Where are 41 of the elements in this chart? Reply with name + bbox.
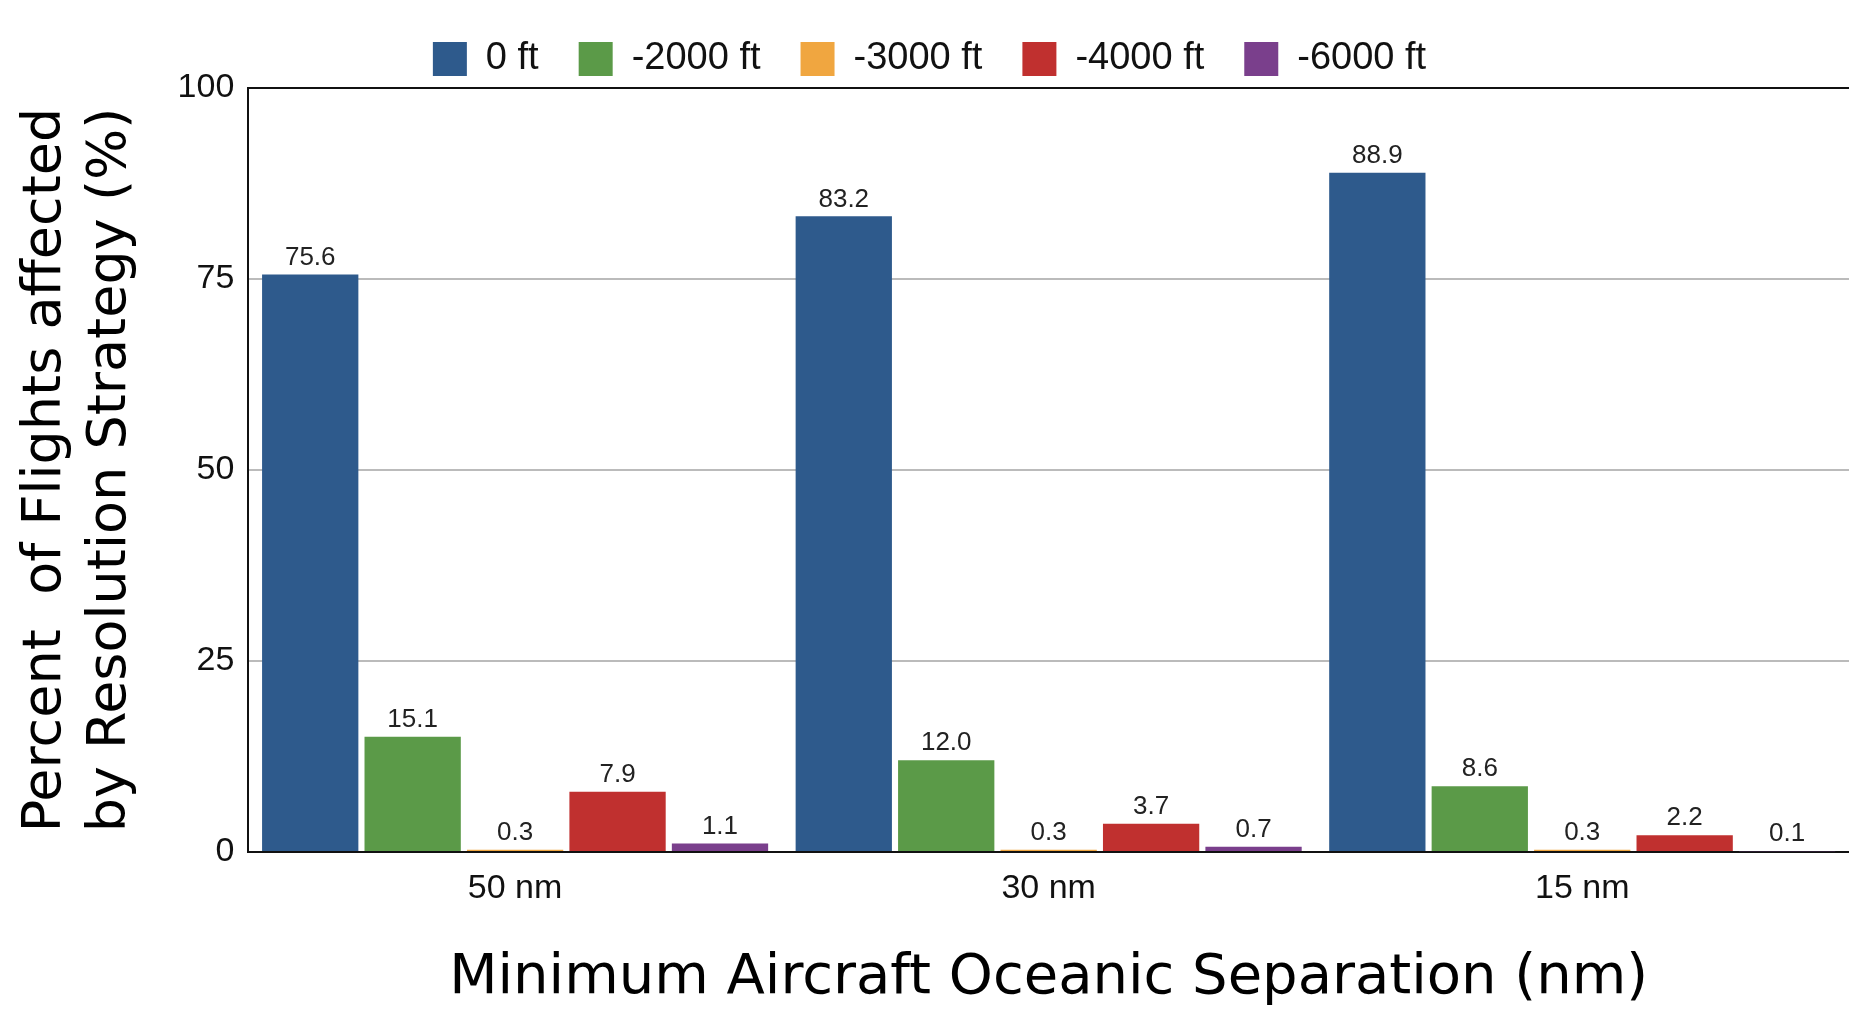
legend-label: -2000 ft (631, 35, 761, 78)
bar (364, 736, 461, 851)
text: 0.3 (1030, 815, 1067, 846)
bar (1329, 172, 1426, 851)
text: 1.1 (701, 809, 739, 840)
text: 8.6 (1461, 752, 1498, 783)
text: 88.9 (1352, 138, 1403, 169)
bar (1102, 823, 1200, 851)
y-tick-label: 50 (196, 448, 235, 487)
text: 0.1 (1769, 817, 1806, 848)
legend-label: 0 ft (485, 35, 540, 78)
legend-label: -3000 ft (853, 35, 983, 78)
text: 2.2 (1666, 801, 1703, 832)
text: 83.2 (818, 182, 870, 213)
y-tick-label: 25 (196, 639, 235, 678)
bar (795, 216, 892, 851)
bar (569, 791, 666, 851)
y-axis-title: Percent of Flights affected by Resolution Strategy (%) (10, 107, 139, 833)
bar (1431, 786, 1528, 851)
bar (898, 760, 995, 851)
bar (262, 274, 359, 851)
legend-label: -4000 ft (1075, 35, 1205, 78)
x-tick-label: 50 nm (467, 866, 563, 905)
x-axis-title: Minimum Aircraft Oceanic Separation (nm) (449, 940, 1649, 1006)
bar (671, 843, 769, 851)
text: 3.7 (1133, 789, 1170, 820)
text: 0.7 (1235, 812, 1272, 843)
bar (1636, 835, 1733, 851)
text: 7.9 (599, 757, 636, 788)
y-tick-label: 0 (215, 830, 235, 869)
text: 75.6 (284, 240, 336, 271)
legend-label: -6000 ft (1297, 35, 1427, 78)
text: 15.1 (387, 702, 438, 733)
x-tick-label: 30 nm (1001, 866, 1096, 905)
text: 0.3 (497, 815, 534, 846)
x-tick-label: 15 nm (1534, 866, 1630, 905)
text: 12.0 (920, 726, 972, 757)
y-tick-label: 75 (196, 257, 235, 296)
bar (1205, 846, 1302, 851)
y-tick-label: 100 (177, 66, 235, 105)
text: 0.3 (1564, 815, 1601, 846)
